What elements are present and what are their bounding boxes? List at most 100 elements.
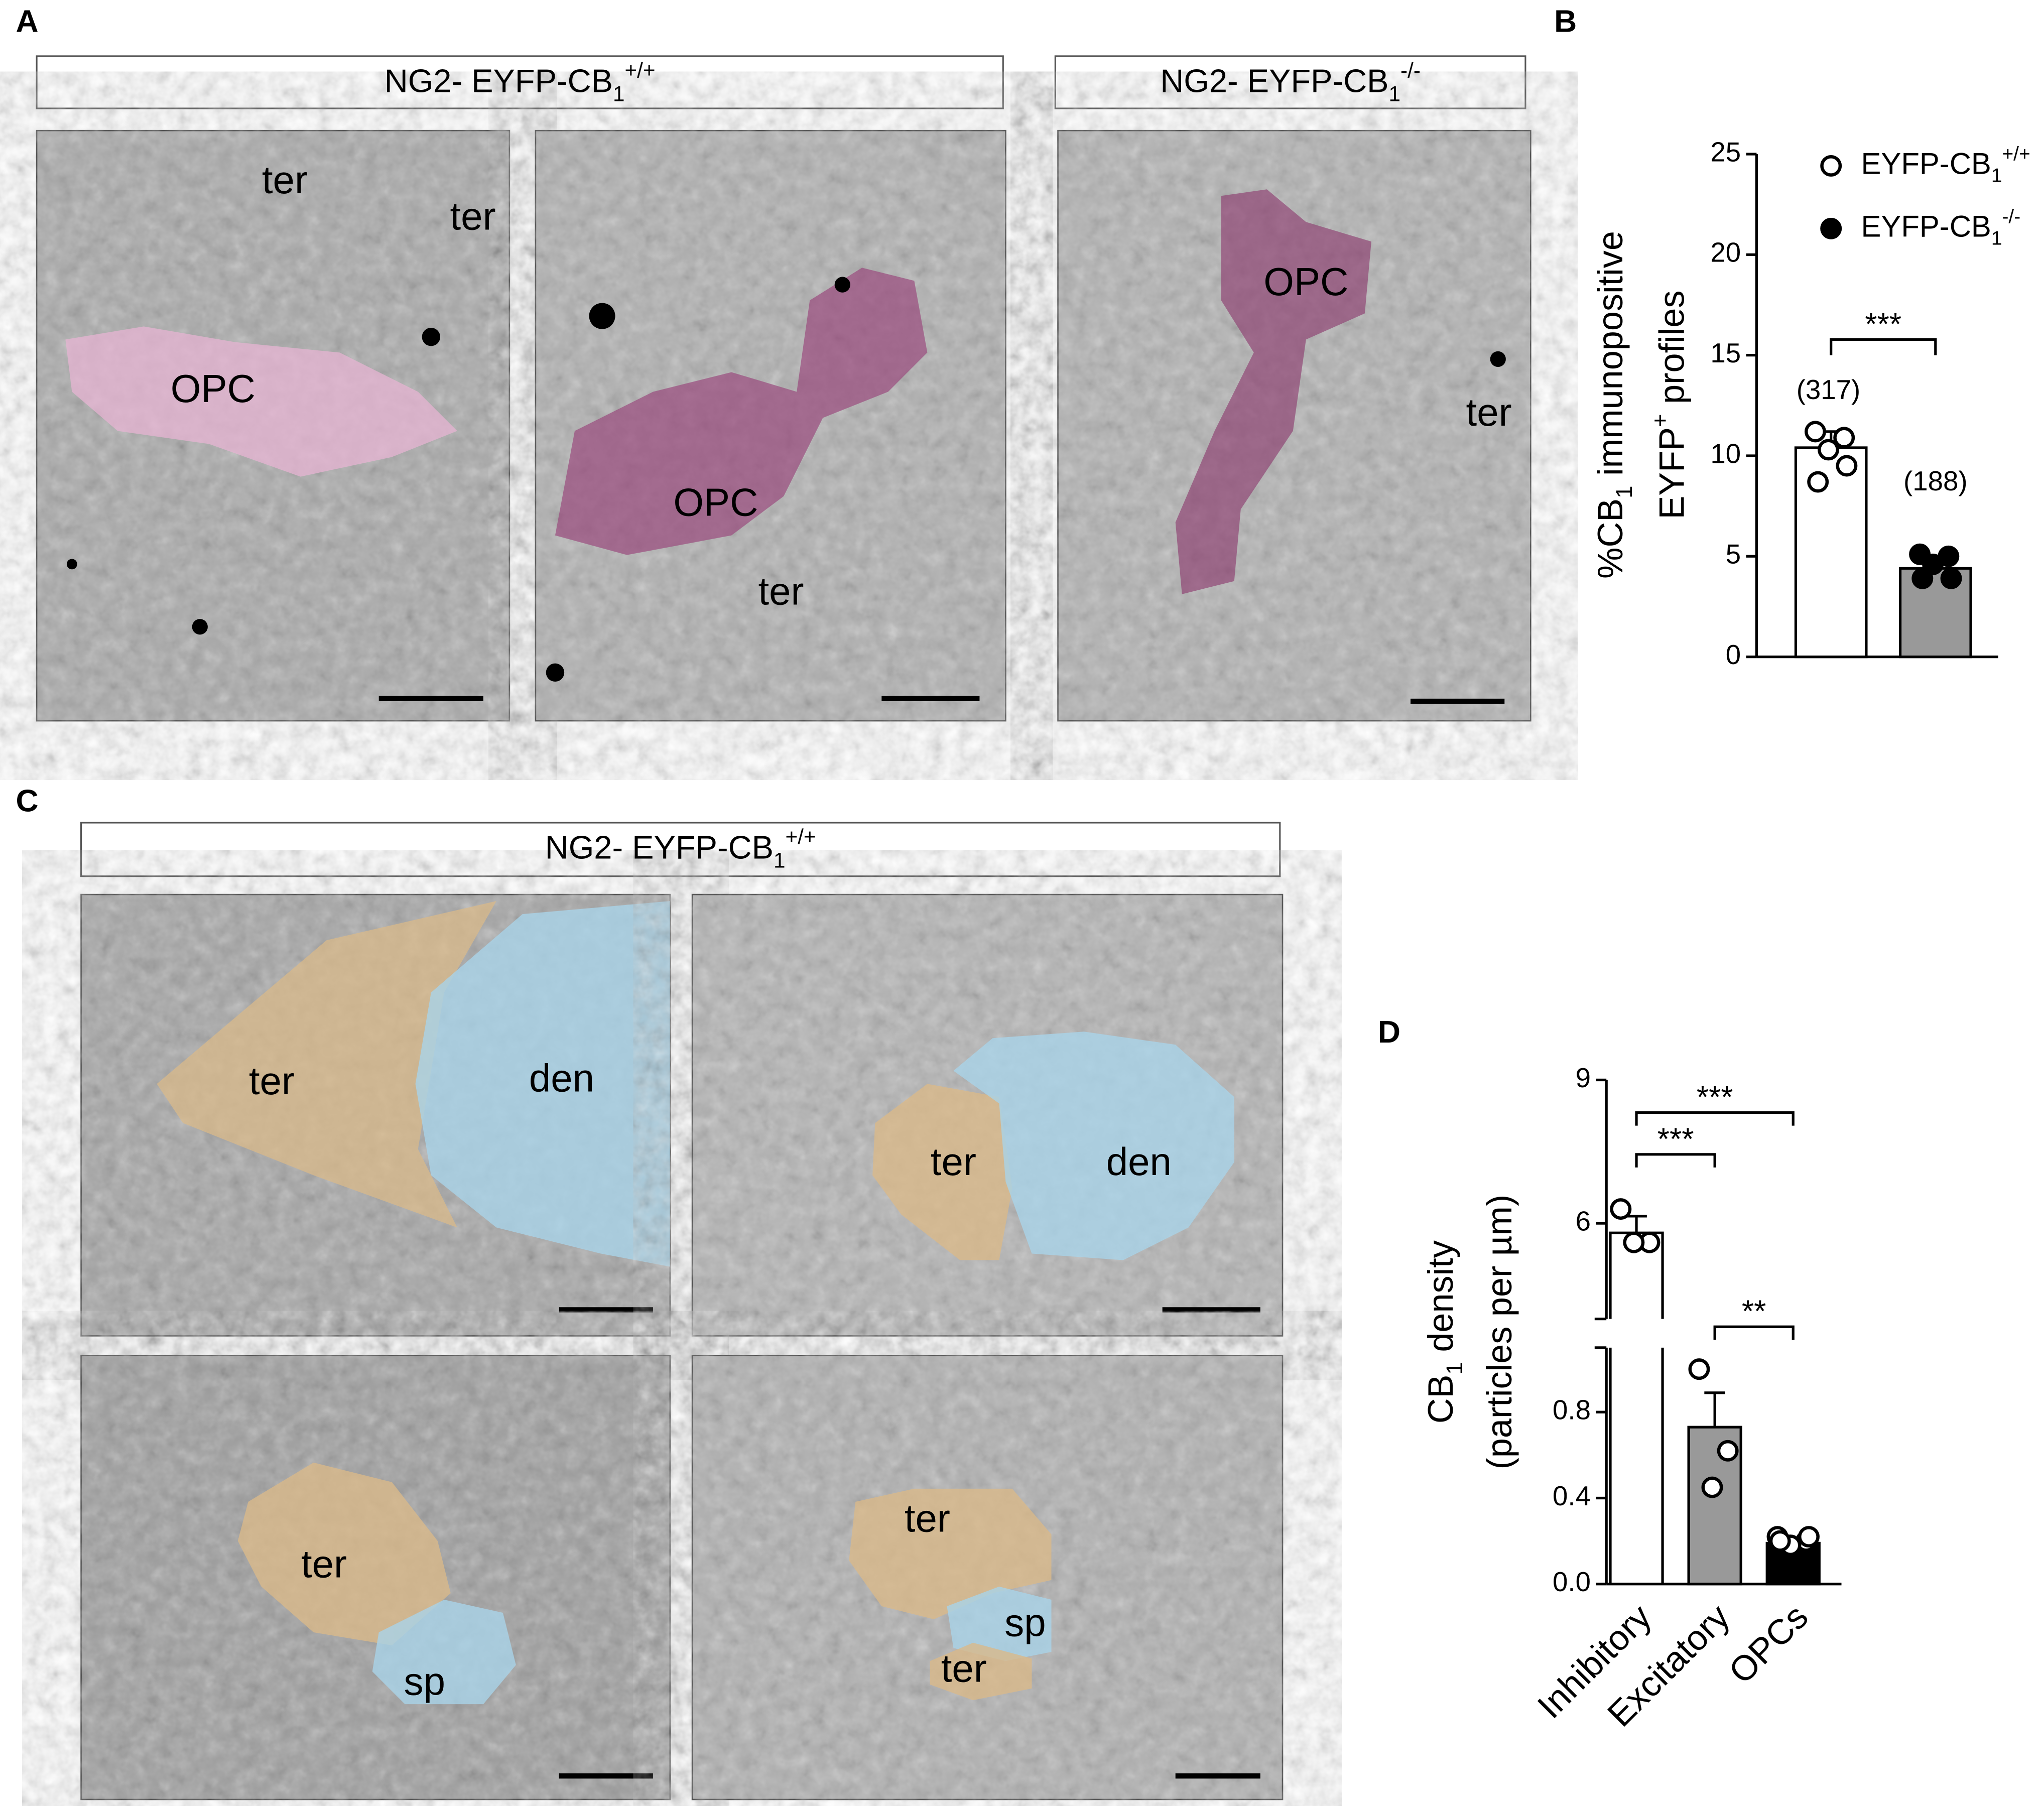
text-part: +/+ [624,58,655,82]
text-part: +/+ [2002,143,2030,165]
data-point [1940,567,1962,589]
micrograph [36,130,510,722]
data-point [1701,1476,1723,1498]
micrograph-label: ter [301,1542,347,1586]
micrograph [691,893,1284,1337]
y-tick-label: 9 [1576,1063,1591,1093]
micrograph-label: ter [931,1139,976,1184]
micrograph [535,130,1006,722]
micrograph-label: ter [758,569,804,613]
y-tick-label: 0.0 [1553,1567,1591,1597]
text-part: 1 [613,82,625,105]
y-axis-label: CB1 density [1421,1240,1467,1424]
y-axis-label: EYFP+ profiles [1647,290,1691,519]
micrograph-label: ter [262,158,308,202]
y-tick-label: 20 [1710,237,1741,268]
bracket [1635,1111,1795,1126]
micrograph-label: OPC [673,480,758,524]
bar [1609,1347,1664,1584]
micrograph [1057,130,1531,722]
text-part: profiles [1651,290,1691,414]
micrograph-label: sp [1004,1601,1046,1645]
text-part: 1 [1611,486,1637,498]
text-part: -/- [1400,58,1421,82]
text-part: +/+ [785,825,816,848]
data-point [1769,1530,1791,1552]
header: NG2- EYFP-CB1+/+ [385,58,656,105]
significance: *** [1657,1121,1694,1156]
y-tick-label: 0 [1726,639,1741,670]
y-tick-label: 15 [1710,338,1741,368]
panel-label: D [1378,1014,1400,1050]
x-tick-label: OPCs [1721,1597,1815,1691]
header-box [80,822,1281,877]
legend-label: EYFP-CB1-/- [1861,206,2021,249]
text-part: NG2- EYFP-CB [545,829,774,866]
panel-label: C [16,783,38,818]
text-part: + [1647,414,1673,427]
y-tick-label: 10 [1710,438,1741,469]
micrograph-label: OPC [1263,260,1348,304]
y-tick-label: 6 [1576,1206,1591,1237]
data-point [1717,1440,1739,1462]
text-part: density [1421,1240,1460,1362]
panel-a [36,55,1531,722]
significance: *** [1865,307,1901,342]
y-axis-label: (particles per µm) [1479,1195,1519,1470]
text-part: 1 [1991,227,2002,249]
micrograph-label: den [1106,1139,1172,1184]
panel-c [80,822,1284,1800]
legend-label: EYFP-CB1+/+ [1861,143,2030,186]
legend-marker [1820,217,1842,239]
text-part: 1 [774,848,786,872]
bracket [1830,338,1937,355]
text-part: EYFP [1651,427,1691,519]
header: NG2- EYFP-CB1-/- [1160,58,1421,105]
y-tick-label: 25 [1710,137,1741,167]
panel-label: A [16,4,38,39]
text-part: NG2- EYFP-CB [385,63,613,99]
data-point [1623,1231,1645,1253]
data-point [1807,471,1829,493]
count-label: (317) [1797,374,1861,405]
micrograph-label: ter [249,1059,295,1103]
text-part: -/- [2002,206,2020,227]
text-part: 1 [1442,1362,1467,1374]
micrograph [80,893,671,1337]
bar [1794,446,1868,659]
text-part: %CB [1590,498,1630,579]
y-tick-label: 5 [1726,539,1741,570]
data-point [1610,1198,1632,1220]
text-part: CB [1421,1375,1460,1424]
y-tick-label: 0.4 [1553,1481,1591,1511]
micrograph-label: ter [941,1646,987,1691]
data-point [1798,1526,1820,1548]
text-part: 1 [1389,82,1401,105]
data-point [1688,1358,1710,1380]
text-part: EYFP-CB [1861,209,1991,243]
legend-marker [1820,155,1842,177]
micrograph-label: den [529,1056,594,1100]
bracket [1713,1325,1795,1340]
header: NG2- EYFP-CB1+/+ [545,825,816,872]
text-part: NG2- EYFP-CB [1160,63,1388,99]
significance: ** [1742,1294,1766,1329]
micrograph [691,1355,1284,1800]
text-part: EYFP-CB [1861,147,1991,180]
bracket [1635,1153,1716,1168]
text-part: immunopositive [1590,231,1630,485]
text-part: 1 [1991,165,2002,186]
count-label: (188) [1903,466,1968,496]
micrograph [80,1355,671,1800]
y-axis-label: %CB1 immunopositive [1590,231,1637,579]
micrograph-label: OPC [171,366,256,411]
text-part: (particles per µm) [1479,1195,1519,1470]
data-point [1836,455,1858,477]
header-box [36,55,1004,109]
micrograph-label: ter [450,194,495,238]
significance: *** [1697,1080,1733,1115]
header-box [1054,55,1526,109]
data-point [1833,427,1855,449]
panel-label: B [1554,4,1577,39]
